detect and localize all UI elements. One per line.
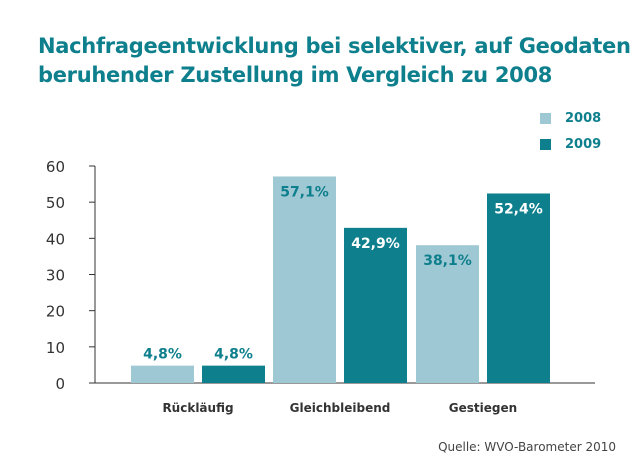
bar-2009-0 <box>202 365 265 383</box>
bar-2009-1 <box>344 227 407 383</box>
bar-2009-2 <box>487 193 550 383</box>
data-label-2008-2: 38,1% <box>423 253 472 269</box>
legend-label-2009: 2009 <box>565 136 602 152</box>
x-category-label-2: Gestiegen <box>449 401 517 415</box>
bar-2008-2 <box>416 245 479 383</box>
chart-title-line-2: beruhender Zustellung im Vergleich zu 20… <box>38 63 553 87</box>
y-tick-label-50: 50 <box>46 194 65 212</box>
chart-title: Nachfrageentwicklung bei selektiver, auf… <box>38 32 631 90</box>
chart-title-line-1: Nachfrageentwicklung bei selektiver, auf… <box>38 34 631 58</box>
y-tick-label-60: 60 <box>46 158 65 176</box>
bar-2008-1 <box>273 176 336 383</box>
data-label-2009-0: 4,8% <box>214 347 253 363</box>
y-tick-label-20: 20 <box>46 303 65 321</box>
data-label-2009-2: 52,4% <box>494 201 543 217</box>
legend-swatch-2009 <box>540 138 551 150</box>
legend-label-2008: 2008 <box>565 110 602 126</box>
data-label-2008-1: 57,1% <box>280 184 329 200</box>
y-tick-label-0: 0 <box>55 375 65 393</box>
legend: 2008 2009 <box>540 108 601 160</box>
legend-item-2009: 2009 <box>540 134 601 154</box>
data-label-2008-0: 4,8% <box>143 347 182 363</box>
x-category-label-0: Rückläufig <box>162 401 233 415</box>
legend-swatch-2008 <box>540 112 551 124</box>
bar-2008-0 <box>131 365 194 383</box>
y-tick-label-10: 10 <box>46 339 65 357</box>
data-label-2009-1: 42,9% <box>351 236 400 252</box>
y-tick-label-40: 40 <box>46 230 65 248</box>
legend-item-2008: 2008 <box>540 108 601 128</box>
source-note: Quelle: WVO-Barometer 2010 <box>438 440 616 454</box>
x-category-label-1: Gleichbleibend <box>290 401 391 415</box>
y-tick-label-30: 30 <box>46 267 65 285</box>
